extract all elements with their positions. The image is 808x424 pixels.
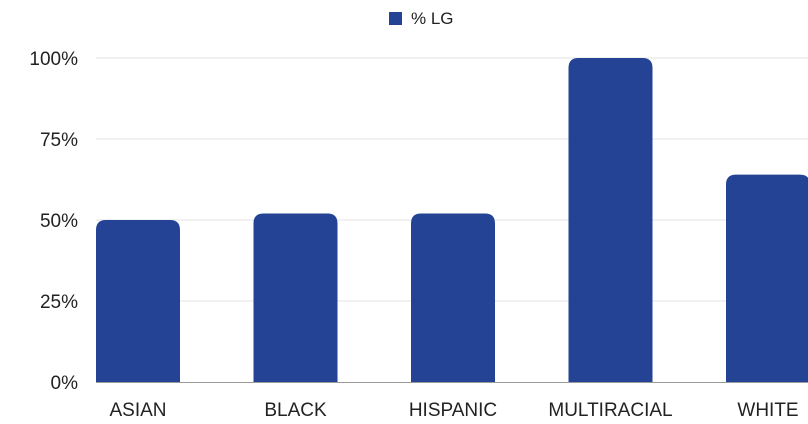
x-category-label: WHITE [737,400,798,421]
y-tick-label: 50% [40,211,78,232]
bar-hispanic [411,213,495,382]
y-tick-label: 100% [29,49,78,70]
legend-swatch [389,12,402,25]
bar-asian [96,220,180,382]
bars [96,58,808,382]
y-tick-label: 25% [40,292,78,313]
x-axis-category-labels: ASIAN BLACK HISPANIC MULTIRACIAL WHITE [109,400,798,421]
legend-label-lg: % LG [411,9,454,28]
bar-multiracial [568,58,653,382]
y-tick-label: 75% [40,130,78,151]
bar-black [253,213,338,382]
bar-white [726,174,808,382]
x-category-label: ASIAN [109,400,166,421]
x-category-label: MULTIRACIAL [548,400,672,421]
y-tick-label: 0% [51,373,79,394]
x-category-label: BLACK [264,400,327,421]
legend: % LG [389,9,454,28]
y-axis-tick-labels: 0% 25% 50% 75% 100% [29,49,78,394]
x-category-label: HISPANIC [409,400,497,421]
